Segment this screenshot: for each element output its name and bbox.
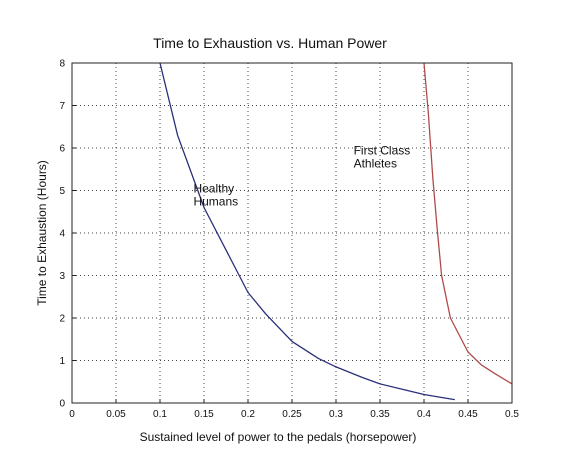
x-tick-label: 0.3	[329, 409, 343, 420]
x-tick-label: 0.25	[282, 409, 302, 420]
series-group	[159, 62, 513, 401]
x-tick-label: 0.35	[370, 409, 390, 420]
x-tick-label: 0.1	[153, 409, 167, 420]
y-tick-label: 6	[59, 144, 65, 155]
grid-lines	[72, 63, 512, 403]
x-tick-label: 0.2	[241, 409, 255, 420]
y-tick-label: 3	[59, 271, 65, 282]
y-tick-label: 0	[59, 399, 65, 410]
annotation-1: Healthy Humans	[193, 182, 238, 209]
x-tick-label: 0.5	[505, 409, 519, 420]
y-axis: 0 1 2 3 4 5 6 7 8	[59, 59, 76, 410]
y-tick-label: 4	[59, 229, 65, 240]
y-tick-label: 1	[59, 356, 65, 367]
y-tick-label: 7	[59, 101, 65, 112]
x-axis-label: Sustained level of power to the pedals (…	[140, 430, 417, 444]
y-axis-label: Time to Exhaustion (Hours)	[35, 160, 49, 306]
annotations: Healthy Humans First Class Athletes	[193, 143, 410, 208]
y-tick-label: 2	[59, 314, 65, 325]
x-axis: 0 0.05 0.1 0.15 0.2 0.25 0.3 0.35 0.4 0.45 0.5	[69, 399, 519, 420]
y-tick-label: 5	[59, 186, 65, 197]
x-tick-label: 0	[69, 409, 75, 420]
x-tick-label: 0.4	[417, 409, 431, 420]
chart-title: Time to Exhaustion vs. Human Power	[153, 35, 387, 51]
x-tick-label: 0.15	[194, 409, 214, 420]
x-tick-label: 0.05	[106, 409, 126, 420]
x-tick-label: 0.45	[458, 409, 478, 420]
series-line-2	[423, 62, 513, 385]
y-tick-label: 8	[59, 59, 65, 70]
series-line-1	[159, 62, 455, 401]
annotation-2: First Class Athletes	[354, 143, 411, 170]
